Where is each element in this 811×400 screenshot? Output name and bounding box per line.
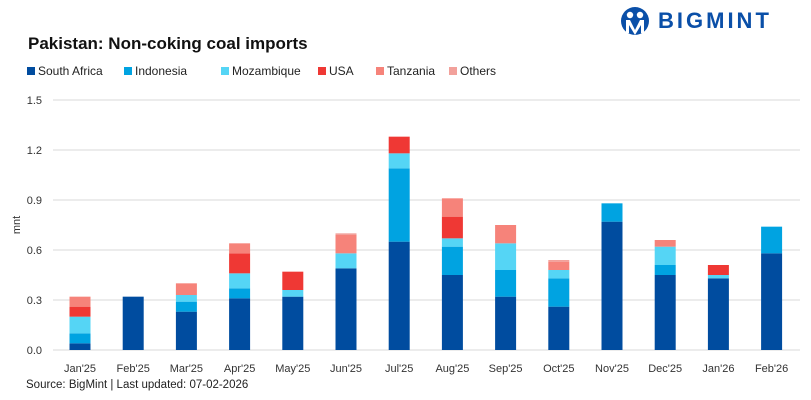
bar-segment-usa (69, 306, 91, 317)
bar-segment-usa (707, 265, 729, 275)
bar-segment-south-africa (69, 343, 91, 350)
legend-swatch (318, 67, 326, 75)
bar-segment-usa (388, 136, 410, 154)
bar-segment-indonesia (548, 278, 570, 307)
x-tick-label: Feb'26 (755, 363, 788, 375)
bar-segment-indonesia (761, 226, 783, 254)
legend-label: South Africa (38, 64, 103, 78)
legend-item: Indonesia (124, 64, 221, 78)
bar-segment-mozambique (175, 295, 197, 302)
bar-segment-mozambique (69, 316, 91, 334)
legend-swatch (376, 67, 384, 75)
legend-label: Tanzania (387, 64, 436, 78)
x-tick-label: Apr'25 (224, 363, 255, 375)
bar-segment-south-africa (548, 306, 570, 350)
bar-segment-mozambique (229, 273, 251, 289)
bigmint-logo-icon (621, 7, 649, 35)
x-tick-label: Mar'25 (170, 363, 203, 375)
x-tick-label: Jul'25 (385, 363, 413, 375)
y-tick-label: 1.5 (27, 95, 42, 107)
bigmint-logo: BIGMINT (620, 6, 772, 36)
y-tick-label: 0.3 (27, 295, 42, 307)
y-tick-label: 0.6 (27, 245, 42, 257)
y-tick-label: 1.2 (27, 145, 42, 157)
legend-label: Mozambique (232, 64, 301, 78)
bar-segment-mozambique (388, 153, 410, 169)
legend-item: South Africa (27, 64, 124, 78)
y-tick-label: 0.9 (27, 195, 42, 207)
bar-segment-south-africa (707, 278, 729, 350)
bar-segment-others (335, 233, 357, 235)
legend-item: USA (318, 64, 376, 78)
legend-item: Mozambique (221, 64, 318, 78)
bar-segment-south-africa (229, 298, 251, 350)
bar-segment-mozambique (707, 275, 729, 279)
x-tick-label: Aug'25 (435, 363, 469, 375)
legend-item: Others (449, 64, 509, 78)
bar-segment-indonesia (229, 288, 251, 299)
bar-segment-south-africa (175, 311, 197, 350)
legend: South Africa Indonesia Mozambique USA Tanzan… (27, 64, 509, 78)
x-tick-label: Sep'25 (489, 363, 523, 375)
bar-segment-mozambique (654, 246, 676, 265)
bar-segment-indonesia (654, 265, 676, 275)
bar-segment-tanzania (441, 198, 463, 217)
bar-segment-tanzania (229, 243, 251, 254)
bar-segment-indonesia (175, 301, 197, 312)
bar-segment-mozambique (335, 253, 357, 269)
legend-label: Indonesia (135, 64, 188, 78)
bar-segment-indonesia (388, 168, 410, 242)
bar-segment-south-africa (654, 275, 676, 350)
bar-segment-south-africa (441, 275, 463, 350)
bar-segment-usa (229, 253, 251, 274)
bar-segment-mozambique (441, 238, 463, 247)
legend-item: Tanzania (376, 64, 449, 78)
bar-segment-mozambique (282, 290, 304, 297)
x-tick-label: Feb'25 (117, 363, 150, 375)
bar-segment-tanzania (654, 240, 676, 247)
source-note: Source: BigMint | Last updated: 07-02-20… (26, 379, 249, 391)
y-axis-label: mnt (11, 216, 23, 234)
bar-segment-south-africa (761, 253, 783, 350)
x-tick-label: Dec'25 (648, 363, 682, 375)
bar-segment-indonesia (601, 203, 623, 222)
bar-segment-tanzania (548, 261, 570, 270)
legend-swatch (124, 67, 132, 75)
bar-segment-indonesia (495, 270, 517, 297)
x-tick-label: Jan'25 (64, 363, 96, 375)
legend-label: Others (460, 64, 497, 78)
bar-segment-tanzania (495, 225, 517, 244)
logo-text: BIGMINT (658, 8, 772, 33)
bar-segment-south-africa (388, 241, 410, 350)
bar-segment-south-africa (282, 296, 304, 350)
bar-segment-south-africa (601, 221, 623, 350)
x-tick-label: Oct'25 (543, 363, 574, 375)
bar-segment-usa (441, 216, 463, 239)
bar-segment-tanzania (69, 296, 91, 307)
bar-segment-others (548, 260, 570, 262)
bar-segment-south-africa (122, 296, 144, 350)
y-tick-label: 0.0 (27, 345, 42, 357)
legend-swatch (221, 67, 229, 75)
legend-swatch (27, 67, 35, 75)
x-tick-label: May'25 (275, 363, 310, 375)
x-tick-label: Jan'26 (702, 363, 734, 375)
x-tick-label: Nov'25 (595, 363, 629, 375)
legend-label: USA (329, 64, 354, 78)
x-tick-label: Jun'25 (330, 363, 362, 375)
bar-segment-tanzania (175, 283, 197, 295)
bar-segment-south-africa (495, 296, 517, 350)
legend-swatch (449, 67, 457, 75)
bar-segment-usa (282, 271, 304, 290)
bar-segment-mozambique (495, 243, 517, 270)
chart-title: Pakistan: Non-coking coal imports (28, 34, 308, 53)
bar-segment-indonesia (69, 333, 91, 344)
bar-segment-indonesia (441, 246, 463, 275)
bar-segment-mozambique (548, 270, 570, 279)
bar-segment-south-africa (335, 268, 357, 350)
bar-segment-tanzania (335, 235, 357, 254)
